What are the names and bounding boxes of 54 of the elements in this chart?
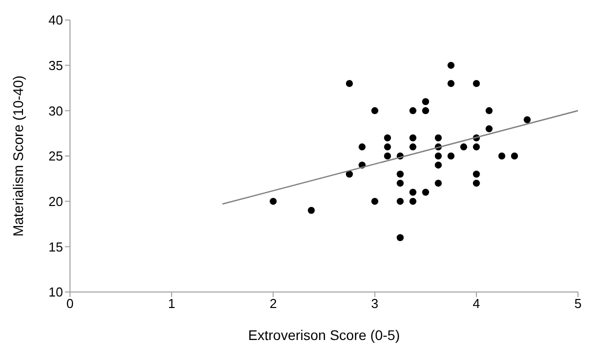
y-tick-label: 20	[48, 194, 63, 209]
point	[472, 143, 480, 150]
x-tick-label: 0	[66, 296, 74, 312]
point	[384, 152, 391, 160]
x-tick-label: 1	[168, 296, 176, 312]
point	[346, 170, 353, 178]
x-tick-label: 5	[574, 296, 582, 312]
y-tick-label: 35	[48, 58, 63, 73]
y-tick-label: 10	[48, 284, 63, 300]
point	[422, 98, 430, 106]
point	[396, 180, 404, 187]
point	[371, 107, 378, 114]
point	[409, 143, 416, 150]
y-tick-label: 30	[48, 103, 63, 118]
point	[371, 198, 378, 205]
point	[409, 188, 416, 196]
point	[396, 170, 404, 178]
point	[448, 80, 454, 87]
x-tick-label: 3	[371, 296, 378, 312]
point	[409, 134, 416, 142]
point	[498, 152, 506, 160]
point	[472, 180, 480, 187]
point	[434, 134, 442, 142]
point	[486, 125, 493, 132]
point	[409, 198, 416, 205]
point	[460, 143, 468, 150]
point	[434, 152, 442, 160]
y-tick-label: 25	[48, 148, 63, 164]
x-tick-label: 4	[472, 296, 480, 312]
point	[434, 180, 442, 187]
point	[396, 234, 404, 242]
x-axis-title: Extroverison Score (0-5)	[248, 327, 400, 343]
point	[270, 198, 277, 205]
point	[409, 107, 416, 114]
point	[308, 206, 315, 214]
point	[434, 162, 442, 169]
point	[346, 80, 353, 87]
point	[384, 143, 391, 150]
point	[524, 116, 531, 124]
point	[396, 198, 404, 205]
point	[448, 152, 454, 160]
x-tick-label: 2	[270, 296, 277, 312]
point	[486, 107, 493, 114]
point	[511, 152, 518, 160]
point	[358, 143, 366, 150]
y-tick-label: 15	[48, 239, 63, 254]
point	[472, 170, 480, 178]
point	[384, 134, 391, 142]
y-tick-label: 40	[48, 12, 63, 28]
y-axis-title: Materialism Score (10-40)	[10, 75, 26, 237]
point	[472, 80, 480, 87]
point	[422, 188, 430, 196]
point	[422, 107, 430, 114]
point	[448, 62, 454, 69]
